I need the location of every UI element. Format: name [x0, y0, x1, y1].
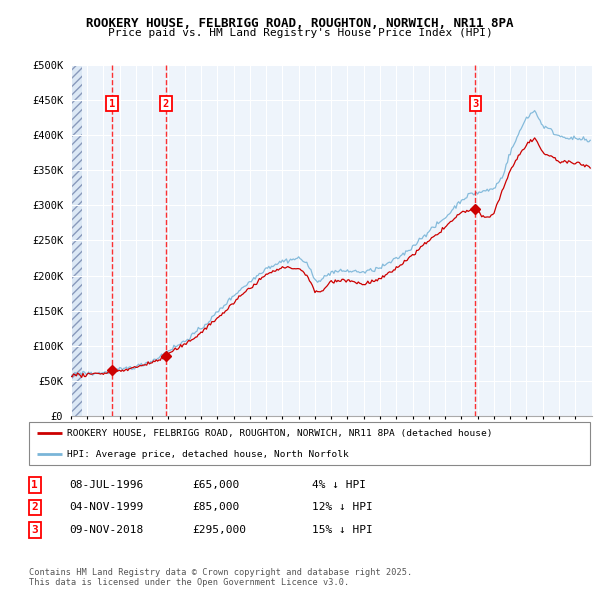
Text: Price paid vs. HM Land Registry's House Price Index (HPI): Price paid vs. HM Land Registry's House … [107, 28, 493, 38]
Text: 2: 2 [163, 99, 169, 109]
Text: 04-NOV-1999: 04-NOV-1999 [69, 503, 143, 512]
Text: 3: 3 [31, 525, 38, 535]
Text: ROOKERY HOUSE, FELBRIGG ROAD, ROUGHTON, NORWICH, NR11 8PA (detached house): ROOKERY HOUSE, FELBRIGG ROAD, ROUGHTON, … [67, 428, 493, 438]
Text: 3: 3 [472, 99, 479, 109]
Text: £295,000: £295,000 [192, 525, 246, 535]
FancyBboxPatch shape [29, 422, 590, 465]
Text: 09-NOV-2018: 09-NOV-2018 [69, 525, 143, 535]
Text: ROOKERY HOUSE, FELBRIGG ROAD, ROUGHTON, NORWICH, NR11 8PA: ROOKERY HOUSE, FELBRIGG ROAD, ROUGHTON, … [86, 17, 514, 30]
Text: 1: 1 [31, 480, 38, 490]
Text: £85,000: £85,000 [192, 503, 239, 512]
Text: HPI: Average price, detached house, North Norfolk: HPI: Average price, detached house, Nort… [67, 450, 349, 459]
Text: 2: 2 [31, 503, 38, 512]
Text: £65,000: £65,000 [192, 480, 239, 490]
Text: Contains HM Land Registry data © Crown copyright and database right 2025.
This d: Contains HM Land Registry data © Crown c… [29, 568, 412, 587]
Text: 15% ↓ HPI: 15% ↓ HPI [312, 525, 373, 535]
Bar [71, 65, 82, 416]
Text: 1: 1 [109, 99, 115, 109]
Text: 08-JUL-1996: 08-JUL-1996 [69, 480, 143, 490]
Text: 12% ↓ HPI: 12% ↓ HPI [312, 503, 373, 512]
Text: 4% ↓ HPI: 4% ↓ HPI [312, 480, 366, 490]
